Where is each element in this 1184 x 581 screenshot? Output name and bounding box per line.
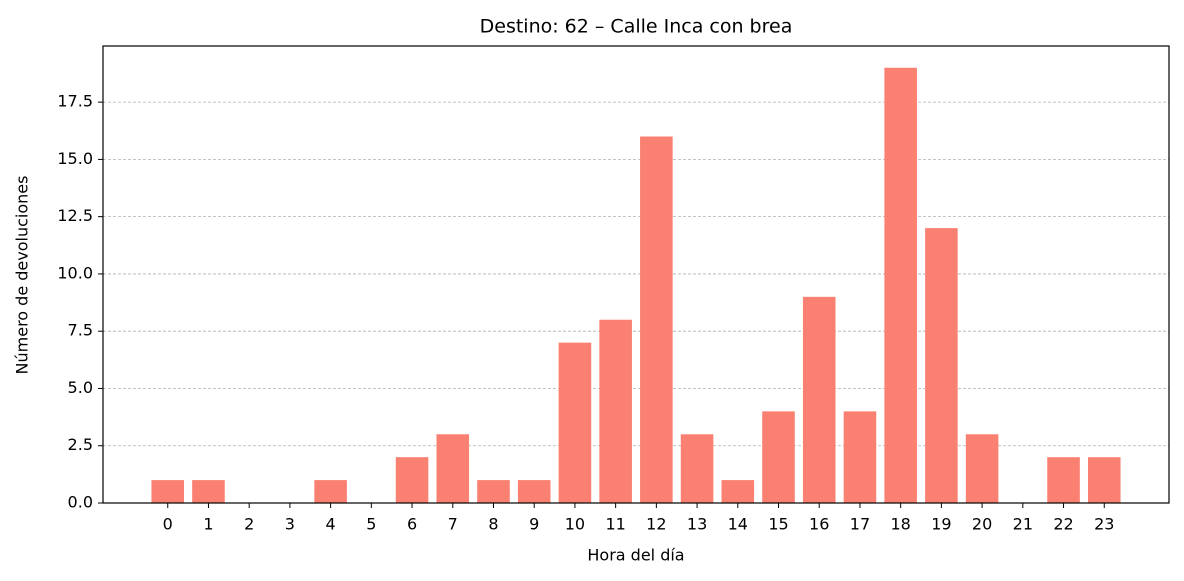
bar — [762, 411, 795, 503]
bar — [843, 411, 877, 503]
x-tick-label: 14 — [728, 515, 748, 534]
y-tick-label: 12.5 — [57, 206, 93, 225]
x-tick-label: 7 — [448, 515, 458, 534]
bar — [1047, 457, 1080, 503]
y-tick-label: 17.5 — [57, 92, 93, 111]
x-tick-label: 12 — [646, 515, 666, 534]
bar — [884, 67, 917, 503]
x-tick-label: 13 — [687, 515, 707, 534]
bar — [721, 480, 755, 503]
bar — [599, 319, 632, 503]
x-axis-label: Hora del día — [587, 546, 684, 565]
x-tick-label: 23 — [1094, 515, 1114, 534]
bar — [802, 296, 836, 503]
x-tick-label: 20 — [972, 515, 992, 534]
y-tick-label: 15.0 — [57, 149, 93, 168]
bar — [477, 480, 510, 503]
x-tick-label: 21 — [1013, 515, 1033, 534]
x-tick-label: 2 — [244, 515, 254, 534]
x-tick-label: 22 — [1053, 515, 1073, 534]
chart-title: Destino: 62 – Calle Inca con brea — [480, 16, 793, 38]
bar — [965, 434, 999, 503]
y-tick-label: 7.5 — [68, 321, 93, 340]
bar — [395, 457, 429, 503]
x-tick-label: 1 — [203, 515, 213, 534]
x-tick-label: 10 — [565, 515, 585, 534]
y-tick-label: 5.0 — [68, 378, 93, 397]
y-tick-label: 2.5 — [68, 435, 93, 454]
bar — [1087, 457, 1121, 503]
x-tick-label: 19 — [931, 515, 951, 534]
x-tick-label: 3 — [285, 515, 295, 534]
x-tick-label: 17 — [850, 515, 870, 534]
x-tick-label: 9 — [529, 515, 539, 534]
x-tick-label: 11 — [605, 515, 625, 534]
bar — [314, 480, 347, 503]
bar — [151, 480, 185, 503]
y-axis-label: Número de devoluciones — [13, 176, 32, 375]
x-tick-label: 15 — [768, 515, 788, 534]
x-tick-label: 16 — [809, 515, 829, 534]
bar — [680, 434, 714, 503]
x-tick-label: 18 — [890, 515, 910, 534]
bar — [192, 480, 225, 503]
plot-frame — [102, 45, 1170, 504]
y-tick-label: 10.0 — [57, 263, 93, 282]
x-tick-label: 6 — [407, 515, 417, 534]
x-tick-label: 5 — [366, 515, 376, 534]
y-tick-label: 0.0 — [68, 493, 93, 512]
x-tick-label: 4 — [326, 515, 336, 534]
x-tick-label: 0 — [163, 515, 173, 534]
bar — [640, 136, 673, 503]
bar — [517, 480, 551, 503]
bar — [558, 342, 592, 503]
bar — [436, 434, 470, 503]
bar — [925, 228, 958, 503]
x-tick-label: 8 — [488, 515, 498, 534]
